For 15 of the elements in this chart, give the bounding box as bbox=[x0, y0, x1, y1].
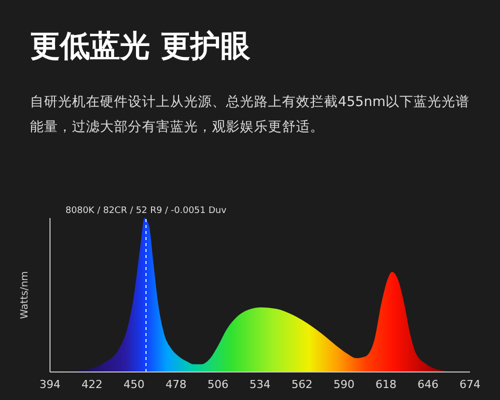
x-tick-label: 674 bbox=[460, 378, 480, 391]
x-tick-label: 534 bbox=[250, 378, 270, 391]
x-tick-label: 450 bbox=[124, 378, 144, 391]
chart-title: 更低蓝光 更护眼 bbox=[30, 28, 250, 66]
x-tick-label: 506 bbox=[208, 378, 228, 391]
chart-subtitle: 自研光机在硬件设计上从光源、总光路上有效拦截455nm以下蓝光光谱能量，过滤大部分有害蓝光，观影娱乐更舒适。 bbox=[30, 93, 470, 137]
x-tick-label: 422 bbox=[82, 378, 102, 391]
x-tick-label: 394 bbox=[40, 378, 60, 391]
ref-line-label: 8080K / 82CR / 52 R9 / -0.0051 Duv bbox=[66, 206, 228, 216]
x-tick-label: 590 bbox=[334, 378, 354, 391]
y-axis-title: Watts/nm bbox=[20, 271, 31, 319]
x-tick-label: 562 bbox=[292, 378, 312, 391]
x-tick-label: 478 bbox=[166, 378, 186, 391]
x-tick-label: 618 bbox=[376, 378, 396, 391]
x-tick-label: 646 bbox=[418, 378, 438, 391]
